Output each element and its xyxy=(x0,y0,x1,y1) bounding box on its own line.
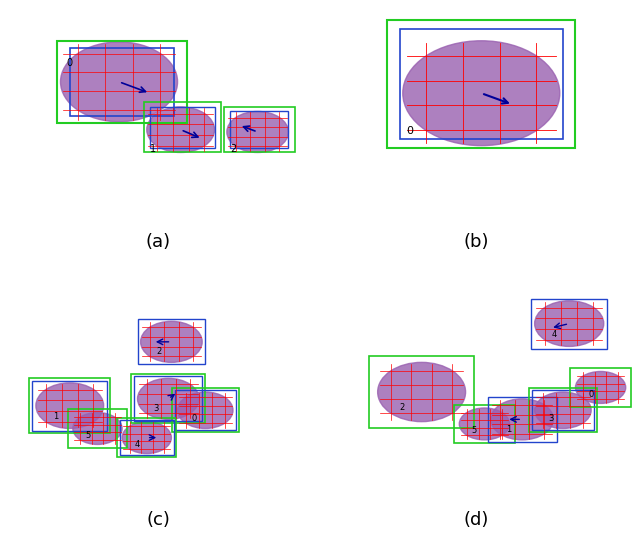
Bar xyxy=(532,390,594,430)
Text: 1: 1 xyxy=(507,425,512,433)
Bar xyxy=(230,111,288,148)
Ellipse shape xyxy=(459,408,510,440)
Bar xyxy=(32,381,107,431)
Ellipse shape xyxy=(403,41,560,146)
Text: 2: 2 xyxy=(230,145,236,155)
Bar xyxy=(120,420,174,455)
Text: 3: 3 xyxy=(153,404,158,413)
Bar xyxy=(138,319,205,364)
Bar xyxy=(224,107,295,152)
Text: 1: 1 xyxy=(150,145,156,155)
Ellipse shape xyxy=(146,107,214,152)
Bar xyxy=(529,389,597,432)
Ellipse shape xyxy=(491,399,553,440)
Ellipse shape xyxy=(576,372,626,403)
Text: 5: 5 xyxy=(472,426,477,436)
Ellipse shape xyxy=(534,301,604,346)
Bar xyxy=(455,405,515,443)
Text: 2: 2 xyxy=(156,347,161,356)
Ellipse shape xyxy=(141,321,202,362)
Ellipse shape xyxy=(534,392,591,429)
Ellipse shape xyxy=(122,421,171,454)
Bar xyxy=(131,374,205,424)
Bar xyxy=(175,390,236,430)
Ellipse shape xyxy=(60,42,178,122)
Text: (c): (c) xyxy=(146,511,170,529)
Bar xyxy=(150,107,214,148)
Text: 4: 4 xyxy=(134,440,139,449)
Text: 1: 1 xyxy=(53,412,58,421)
Text: 0: 0 xyxy=(67,58,73,68)
Ellipse shape xyxy=(73,413,122,444)
Text: (d): (d) xyxy=(463,511,489,529)
Bar xyxy=(144,102,221,152)
Ellipse shape xyxy=(138,378,199,419)
Text: 0: 0 xyxy=(406,126,413,136)
Text: (a): (a) xyxy=(145,233,171,251)
Bar xyxy=(58,41,187,123)
Text: 2: 2 xyxy=(399,403,405,412)
Text: 0: 0 xyxy=(588,390,593,399)
Ellipse shape xyxy=(227,111,288,152)
Text: 0: 0 xyxy=(191,414,197,423)
Bar xyxy=(134,376,202,421)
Ellipse shape xyxy=(378,362,465,421)
Bar xyxy=(68,409,127,448)
Text: 3: 3 xyxy=(549,414,554,423)
Text: (b): (b) xyxy=(463,233,489,251)
Ellipse shape xyxy=(178,392,233,429)
Bar xyxy=(29,378,110,433)
Text: 4: 4 xyxy=(552,330,557,339)
Bar xyxy=(399,30,563,139)
Bar xyxy=(531,299,607,349)
Bar xyxy=(571,368,631,407)
Bar xyxy=(70,48,174,116)
Bar xyxy=(369,356,474,427)
Bar xyxy=(172,389,238,432)
Ellipse shape xyxy=(36,383,103,429)
Bar xyxy=(117,419,176,456)
Bar xyxy=(387,20,576,148)
Text: 5: 5 xyxy=(85,431,91,440)
Bar xyxy=(488,397,557,442)
